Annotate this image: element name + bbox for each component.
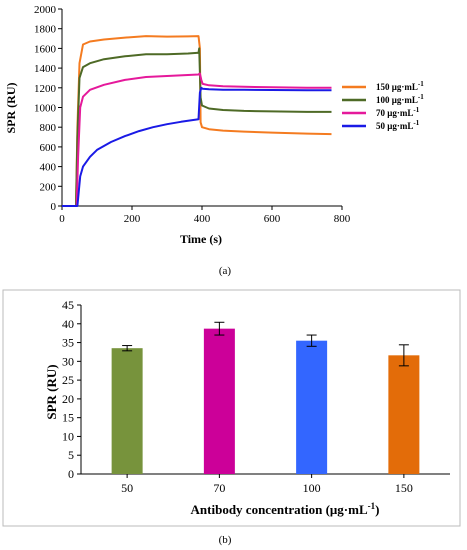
panel-a-legend-label-superscript: -1 <box>413 106 419 114</box>
panel-b-bar <box>388 355 420 474</box>
panel-a-y-axis-label: SPR (RU) <box>4 83 18 134</box>
panel-a-x-tick-label: 400 <box>194 213 211 225</box>
panel-a-legend-label-superscript: -1 <box>413 119 419 127</box>
panel-b-x-axis-label-superscript: -1 <box>368 501 376 511</box>
panel-a-legend-label: 150 μg·mL-1 <box>376 80 424 92</box>
panel-a-legend-label-main: 100 μg·mL <box>376 95 418 105</box>
panel-a-y-tick-label: 800 <box>40 122 57 134</box>
panel-b-x-tick-label: 70 <box>213 481 225 495</box>
panel-b-x-tick-label: 150 <box>395 481 413 495</box>
panel-b-bars <box>111 321 420 474</box>
panel-a-legend-label-superscript: -1 <box>418 80 424 88</box>
panel-b-y-tick-label: 30 <box>62 354 74 368</box>
panel-b-y-tick-label: 25 <box>62 373 74 387</box>
panel-a-y-tick-label: 1200 <box>34 83 57 95</box>
panel-a-series-line <box>62 35 332 207</box>
panel-b-y-axis-label: SPR (RU) <box>44 364 59 419</box>
panel-a-legend-label-main: 70 μg·mL <box>376 108 413 118</box>
panel-a-series-line <box>62 47 332 207</box>
panel-a-series-line <box>62 86 332 207</box>
panel-a-x-tick-label: 800 <box>334 213 351 225</box>
panel-a-line-chart: 0 200 400 600 800 1000 1200 1400 1600 1800 2000 0 20… <box>4 4 424 277</box>
panel-b-bar <box>111 348 143 474</box>
panel-a-y-tick-label: 2000 <box>34 4 57 16</box>
panel-a-legend-label-main: 150 μg·mL <box>376 82 418 92</box>
panel-b-y-tick-label: 10 <box>62 429 74 443</box>
panel-a-legend-label: 50 μg·mL-1 <box>376 119 420 131</box>
panel-a-x-axis-label: Time (s) <box>180 232 222 246</box>
panel-a-legend-label: 70 μg·mL-1 <box>376 106 420 118</box>
panel-a-y-tick-label: 600 <box>40 142 57 154</box>
panel-a-label: (a) <box>219 265 232 277</box>
panel-b-y-tick-label: 15 <box>62 411 74 425</box>
panel-a-y-tick-label: 0 <box>51 201 57 213</box>
panel-b-y-tick-label: 0 <box>68 467 74 481</box>
panel-a-x-tick-label: 200 <box>124 213 141 225</box>
panel-a-y-tick-label: 1000 <box>34 103 57 115</box>
panel-b-x-tick-label: 50 <box>121 481 133 495</box>
panel-a-legend-label-main: 50 μg·mL <box>376 121 413 131</box>
panel-b-label: (b) <box>219 534 232 546</box>
panel-b-bar <box>203 328 235 474</box>
panel-a-y-tick-label: 1600 <box>34 43 57 55</box>
panel-b-bar <box>296 340 328 474</box>
panel-a-x-tick-label: 0 <box>59 213 65 225</box>
panel-b-x-axis-label: Antibody concentration (μg·mL-1) <box>191 501 380 517</box>
panel-a-legend-label-superscript: -1 <box>418 93 424 101</box>
panel-a-y-tick-label: 1400 <box>34 63 57 75</box>
panel-b-x-axis-label-suffix: ) <box>375 502 379 517</box>
panel-a-x-tick-label: 600 <box>264 213 281 225</box>
panel-b-y-tick-label: 35 <box>62 336 74 350</box>
panel-a-series-line <box>62 72 332 207</box>
panel-b-x-tick-label: 100 <box>303 481 321 495</box>
panel-a-legend-label: 100 μg·mL-1 <box>376 93 424 105</box>
panel-a-y-tick-label: 200 <box>40 181 57 193</box>
panel-a-series-lines <box>62 35 332 207</box>
panel-a-y-tick-label: 1800 <box>34 24 57 36</box>
panel-b-bar-chart: 0 5 10 15 20 25 30 35 40 45 50 70 100 150 SPR (RU) An… <box>2 289 461 546</box>
panel-b-y-tick-label: 40 <box>62 317 74 331</box>
panel-b-y-tick-label: 5 <box>68 448 74 462</box>
panel-b-y-tick-label: 20 <box>62 392 74 406</box>
panel-b-x-axis-label-main: Antibody concentration (μg·mL <box>191 502 368 517</box>
panel-a-axes: 0 200 400 600 800 1000 1200 1400 1600 1800 2000 0 20… <box>34 4 351 225</box>
panel-a-y-tick-label: 400 <box>40 162 57 174</box>
panel-b-y-tick-label: 45 <box>62 298 74 312</box>
panel-b-frame <box>2 289 461 527</box>
